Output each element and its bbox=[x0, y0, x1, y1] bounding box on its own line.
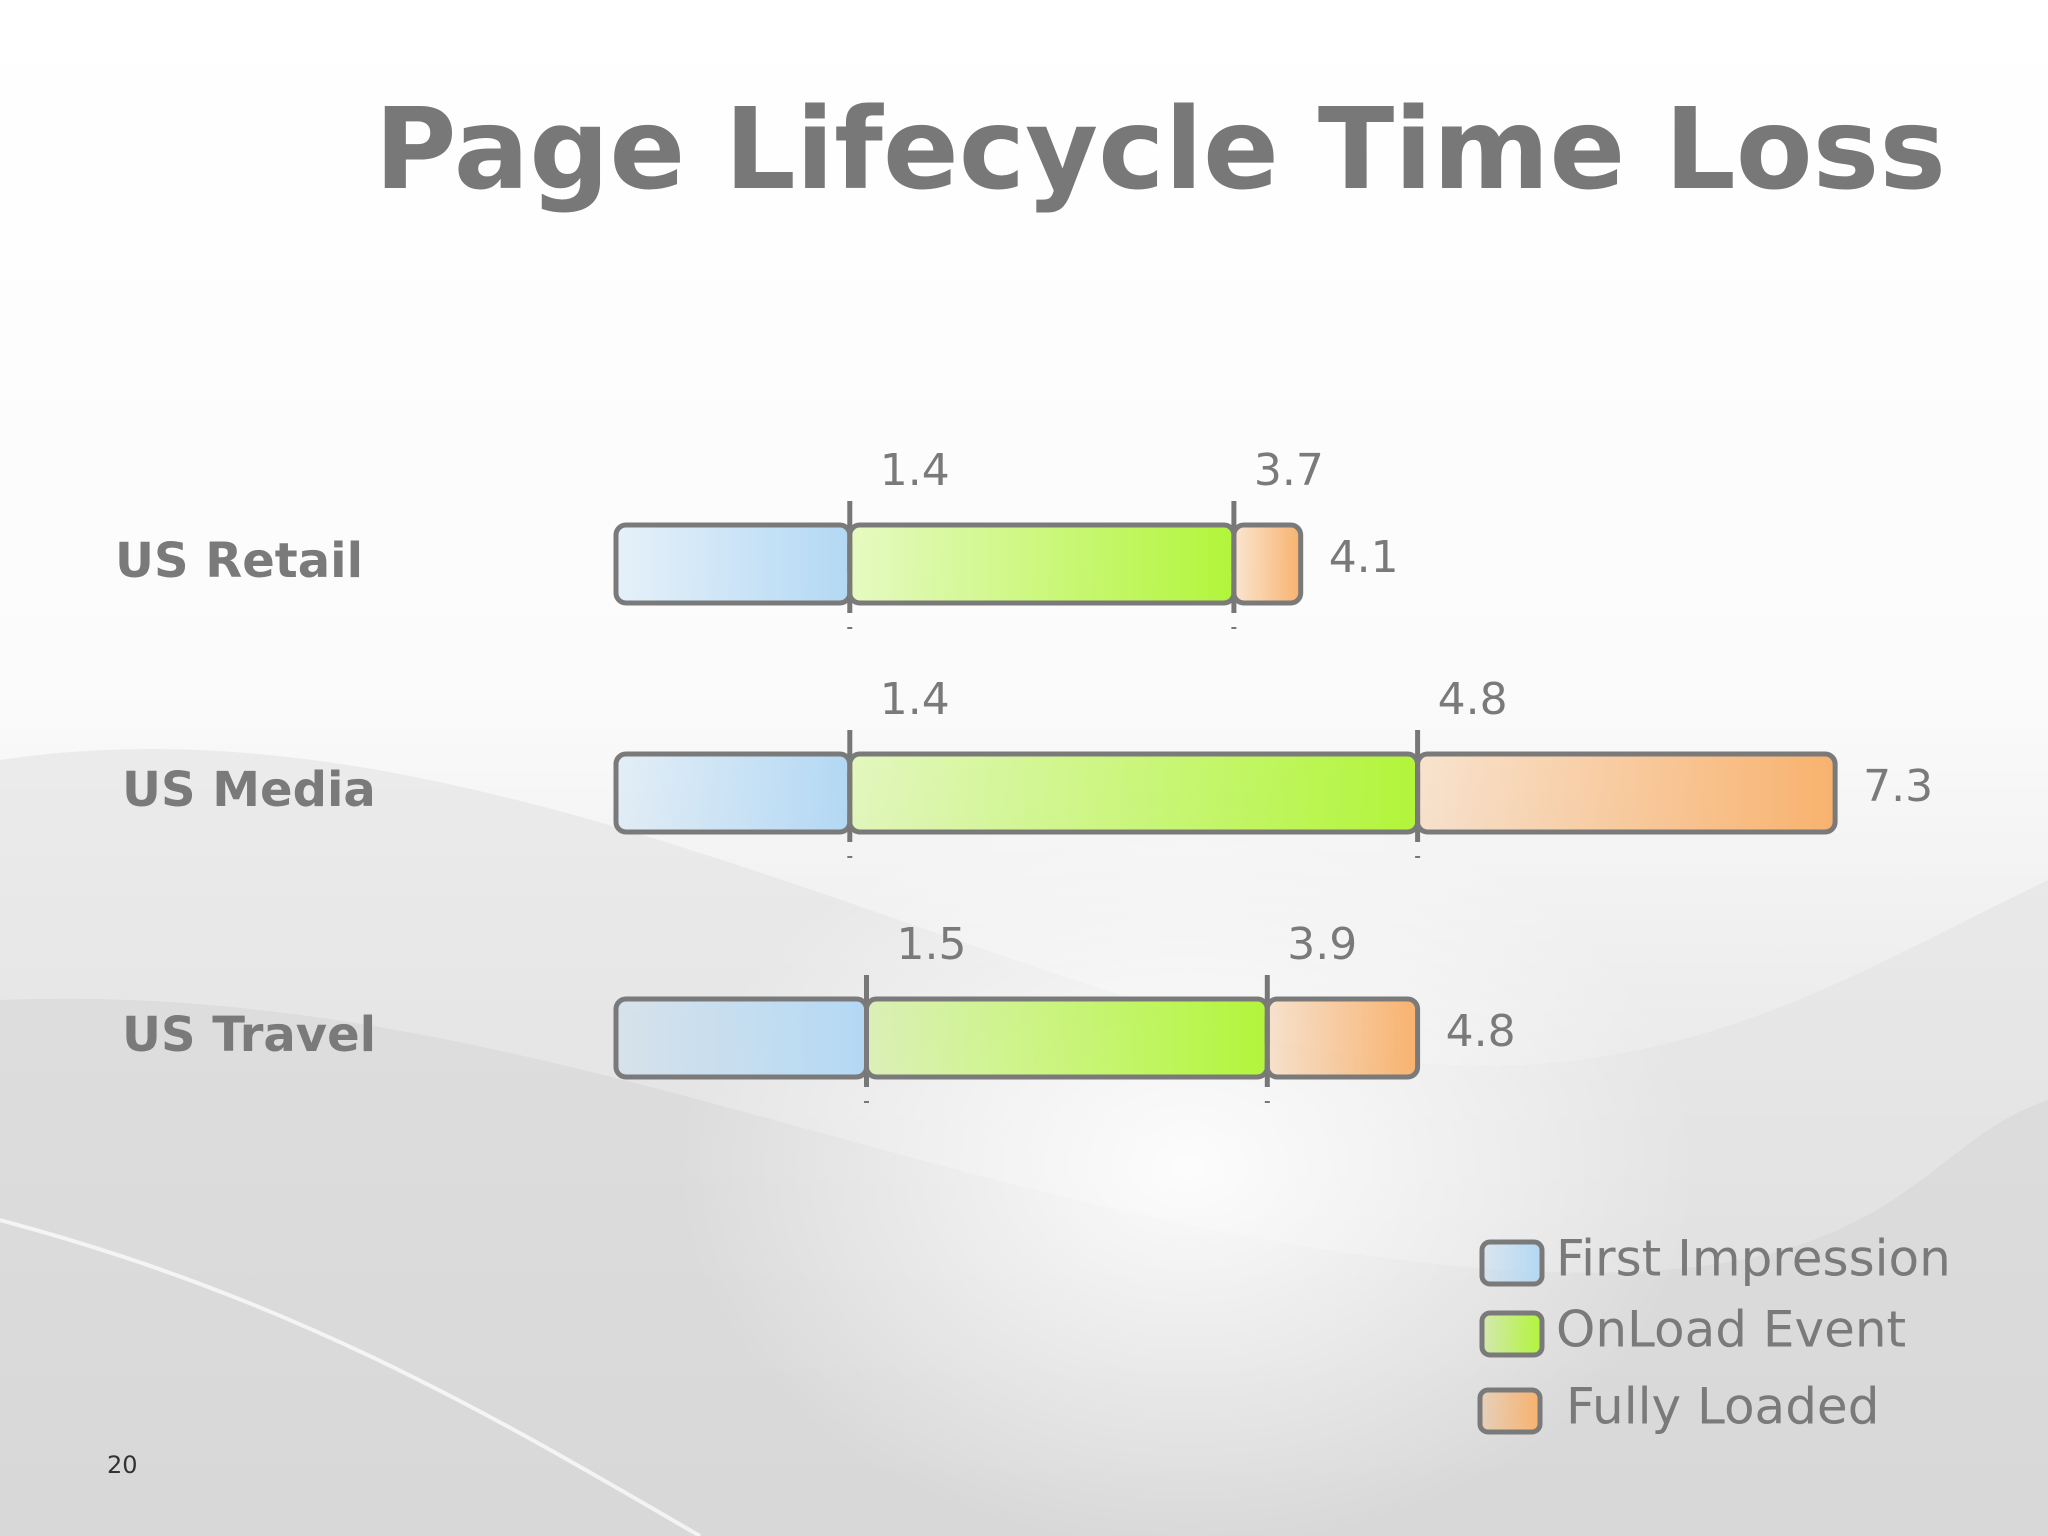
bar-segment bbox=[847, 751, 1421, 835]
bar-segment bbox=[613, 751, 853, 835]
data-label: 4.8 bbox=[1446, 1006, 1516, 1057]
category-label: US Retail bbox=[115, 533, 363, 589]
data-label: 1.4 bbox=[880, 445, 950, 496]
bar-segment bbox=[1415, 751, 1838, 835]
category-label: US Media bbox=[122, 762, 376, 818]
legend-swatch bbox=[1477, 1387, 1543, 1435]
data-label: 1.5 bbox=[897, 919, 967, 970]
bar-segment bbox=[613, 522, 853, 606]
legend-swatch bbox=[1479, 1239, 1545, 1287]
data-label: 3.9 bbox=[1287, 919, 1357, 970]
data-label: 4.1 bbox=[1329, 532, 1399, 583]
page-number: 20 bbox=[107, 1451, 138, 1479]
chart-title: Page Lifecycle Time Loss bbox=[375, 85, 1946, 215]
category-label: US Travel bbox=[122, 1007, 376, 1063]
data-label: 4.8 bbox=[1438, 674, 1508, 725]
data-label: 3.7 bbox=[1254, 445, 1324, 496]
data-label: 7.3 bbox=[1863, 761, 1933, 812]
data-label: 1.4 bbox=[880, 674, 950, 725]
bar-segment bbox=[613, 996, 869, 1080]
bar-segment bbox=[1264, 996, 1421, 1080]
legend-label: Fully Loaded bbox=[1566, 1378, 1879, 1436]
legend-label: First Impression bbox=[1556, 1230, 1951, 1288]
bar-segment bbox=[1231, 522, 1304, 606]
bar-segment bbox=[847, 522, 1237, 606]
legend-swatch bbox=[1479, 1310, 1545, 1358]
bar-segment bbox=[864, 996, 1270, 1080]
legend-label: OnLoad Event bbox=[1556, 1301, 1906, 1359]
